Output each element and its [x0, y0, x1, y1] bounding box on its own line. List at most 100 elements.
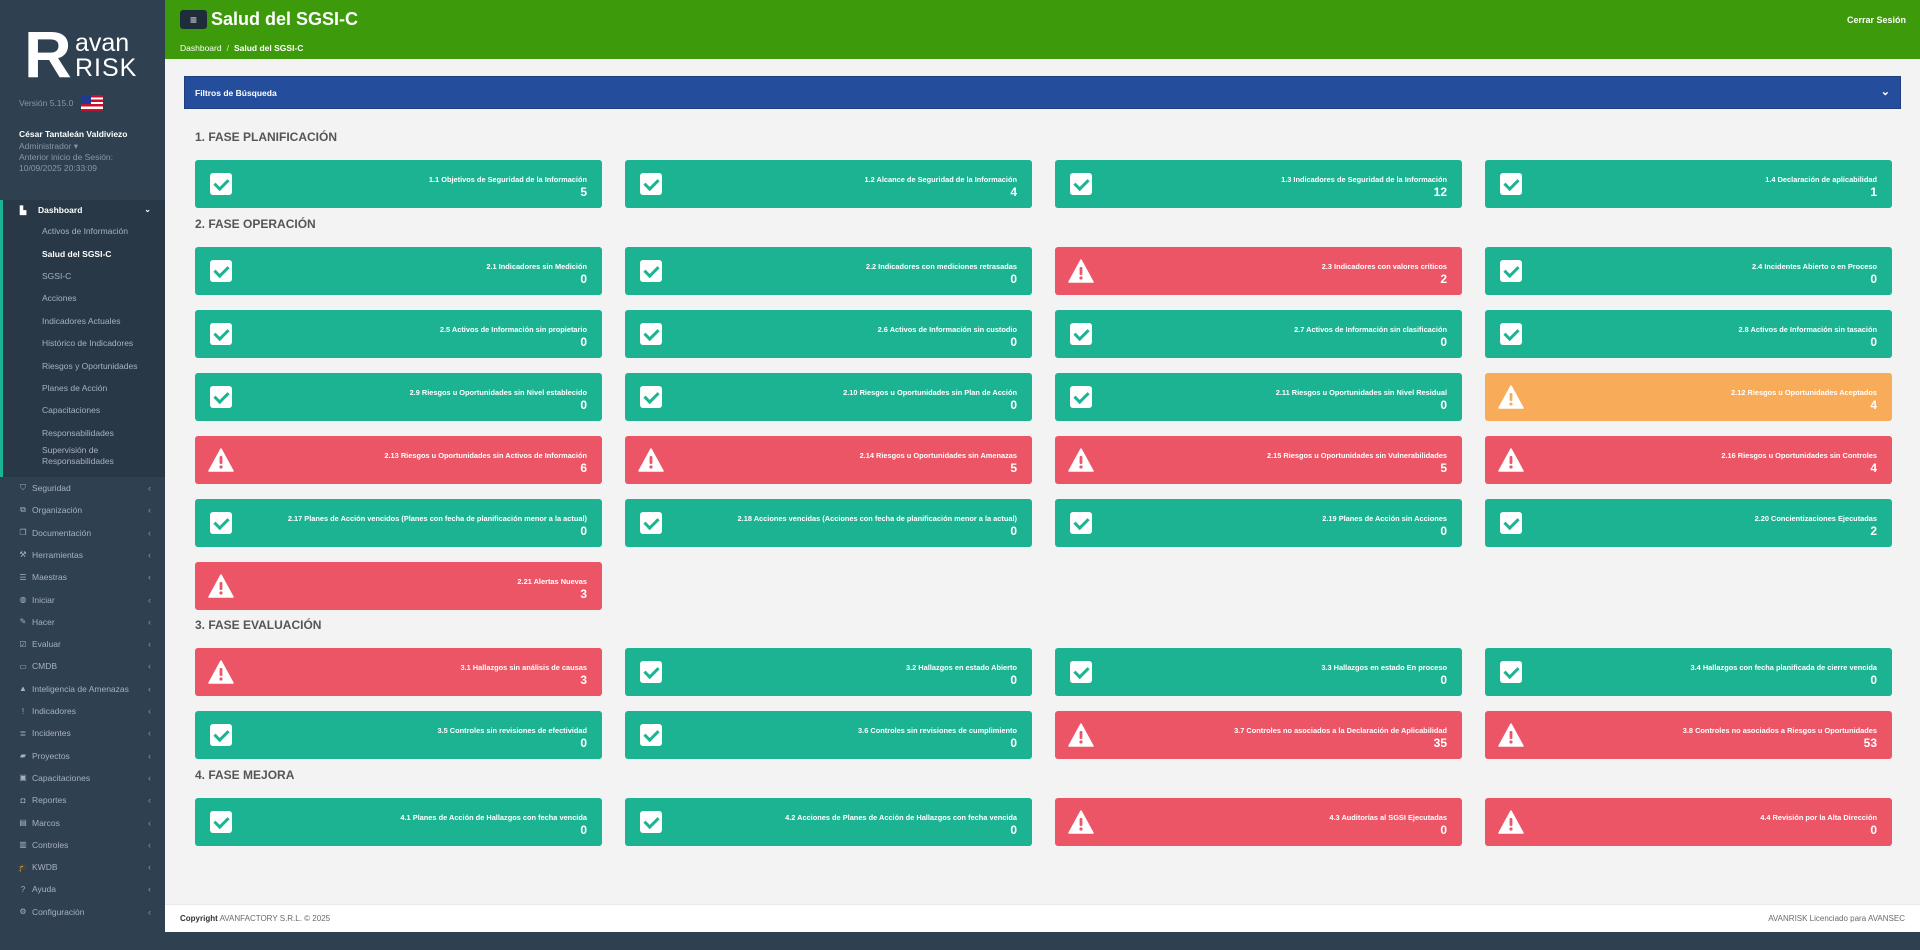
indicator-card[interactable]: 3.3 Hallazgos en estado En proceso 0	[1055, 648, 1462, 696]
indicator-card[interactable]: 2.6 Activos de Información sin custodio 0	[625, 310, 1032, 358]
indicator-card[interactable]: 2.5 Activos de Información sin propietar…	[195, 310, 602, 358]
sidebar-item-hacer[interactable]: ✎ Hacer ‹	[0, 611, 165, 633]
indicator-card[interactable]: 2.9 Riesgos u Oportunidades sin Nivel es…	[195, 373, 602, 421]
sidebar-subitem[interactable]: Supervisión de Responsabilidades	[42, 445, 114, 467]
indicator-label: 4.3 Auditorías al SGSI Ejecutadas	[1329, 813, 1447, 822]
indicator-card[interactable]: 3.1 Hallazgos sin análisis de causas 3	[195, 648, 602, 696]
sidebar-subitem[interactable]: Acciones	[42, 293, 77, 304]
sidebar-subitem[interactable]: Activos de Información	[42, 226, 128, 237]
indicator-label: 3.4 Hallazgos con fecha planificada de c…	[1690, 663, 1877, 672]
sidebar-item-inteligencia-de-amenazas[interactable]: ▲ Inteligencia de Amenazas ‹	[0, 678, 165, 700]
sidebar-item-documentación[interactable]: ❐ Documentación ‹	[0, 522, 165, 544]
warning-icon	[1498, 723, 1524, 747]
page-title: Salud del SGSI-C	[211, 9, 359, 29]
indicator-card[interactable]: 3.2 Hallazgos en estado Abierto 0	[625, 648, 1032, 696]
sidebar-subitem[interactable]: Indicadores Actuales	[42, 315, 121, 326]
sidebar-item-maestras[interactable]: ☰ Maestras ‹	[0, 566, 165, 588]
indicator-value: 0	[580, 823, 587, 837]
sidebar-subitem[interactable]: Histórico de Indicadores	[42, 338, 134, 349]
sidebar-item-seguridad[interactable]: ⛉ Seguridad ‹	[0, 477, 165, 499]
indicator-label: 4.1 Planes de Acción de Hallazgos con fe…	[400, 813, 587, 822]
indicator-card[interactable]: 2.7 Activos de Información sin clasifica…	[1055, 310, 1462, 358]
logout-link[interactable]: Cerrar Sesión	[1846, 15, 1906, 25]
sidebar-item-incidentes[interactable]: ≣ Incidentes ‹	[0, 722, 165, 744]
indicator-card[interactable]: 2.16 Riesgos u Oportunidades sin Control…	[1485, 436, 1892, 484]
indicator-card[interactable]: 1.3 Indicadores de Seguridad de la Infor…	[1055, 160, 1462, 208]
indicator-card[interactable]: 2.1 Indicadores sin Medición 0	[195, 247, 602, 295]
check-square-icon	[640, 260, 662, 282]
indicator-card[interactable]: 4.1 Planes de Acción de Hallazgos con fe…	[195, 798, 602, 846]
sidebar-item-capacitaciones[interactable]: ▣ Capacitaciones ‹	[0, 767, 165, 789]
breadcrumb-dashboard[interactable]: Dashboard	[180, 43, 222, 53]
indicator-card[interactable]: 4.3 Auditorías al SGSI Ejecutadas 0	[1055, 798, 1462, 846]
sidebar-item-marcos[interactable]: ▤ Marcos ‹	[0, 811, 165, 833]
sidebar-item-indicadores[interactable]: ! Indicadores ‹	[0, 700, 165, 722]
sidebar-item-evaluar[interactable]: ☑ Evaluar ‹	[0, 633, 165, 655]
list-icon: ☰	[19, 572, 27, 582]
sidebar-subitem[interactable]: Responsabilidades	[42, 427, 114, 438]
sidebar-item-iniciar[interactable]: ◍ Iniciar ‹	[0, 588, 165, 610]
indicator-card[interactable]: 4.2 Acciones de Planes de Acción de Hall…	[625, 798, 1032, 846]
user-name: César Tantaleán Valdiviezo	[19, 129, 128, 139]
search-filters-panel[interactable]: Filtros de Búsqueda ⌄	[184, 76, 1901, 109]
indicator-card[interactable]: 2.20 Concientizaciones Ejecutadas 2	[1485, 499, 1892, 547]
us-flag-icon[interactable]	[81, 95, 103, 111]
sidebar-item-organización[interactable]: ⧉ Organización ‹	[0, 499, 165, 521]
check-square-icon	[210, 323, 232, 345]
brand-logo[interactable]: R avan RISK	[0, 0, 165, 95]
sidebar-item-label: CMDB	[32, 661, 58, 672]
sidebar-item-dashboard[interactable]: ▙ Dashboard ⌄	[3, 200, 165, 220]
check-square-icon	[640, 661, 662, 683]
sidebar-item-label: Ayuda	[32, 884, 56, 895]
sidebar-item-ayuda[interactable]: ? Ayuda ‹	[0, 878, 165, 900]
question-icon: ?	[20, 884, 26, 894]
sidebar-item-herramientas[interactable]: ⚒ Herramientas ‹	[0, 544, 165, 566]
sidebar-subitem[interactable]: Capacitaciones	[42, 405, 101, 416]
indicator-card[interactable]: 2.3 Indicadores con valores críticos 2	[1055, 247, 1462, 295]
sidebar-item-reportes[interactable]: ◘ Reportes ‹	[0, 789, 165, 811]
indicator-card[interactable]: 1.4 Declaración de aplicabilidad 1	[1485, 160, 1892, 208]
top-bar: ≡ Salud del SGSI-C Cerrar Sesión Dashboa…	[165, 0, 1920, 59]
sidebar-item-kwdb[interactable]: 🎓 KWDB ‹	[0, 856, 165, 878]
indicator-card[interactable]: 2.12 Riesgos u Oportunidades Aceptados 4	[1485, 373, 1892, 421]
sidebar-subitem[interactable]: SGSI-C	[42, 270, 72, 281]
indicator-card[interactable]: 3.8 Controles no asociados a Riesgos u O…	[1485, 711, 1892, 759]
indicator-card[interactable]: 3.7 Controles no asociados a la Declarac…	[1055, 711, 1462, 759]
indicator-card[interactable]: 1.1 Objetivos de Seguridad de la Informa…	[195, 160, 602, 208]
sidebar-item-configuración[interactable]: ⚙ Configuración ‹	[0, 901, 165, 923]
indicator-label: 1.2 Alcance de Seguridad de la Informaci…	[864, 175, 1017, 184]
sidebar-item-label: Incidentes	[32, 728, 71, 739]
dashboard-submenu: Activos de Información Salud del SGSI-C SG…	[3, 220, 165, 477]
chevron-left-icon: ‹	[148, 683, 151, 694]
indicator-card[interactable]: 4.4 Revisión por la Alta Dirección 0	[1485, 798, 1892, 846]
indicator-value: 0	[1010, 673, 1017, 687]
check-square-icon	[1070, 323, 1092, 345]
indicator-card[interactable]: 2.14 Riesgos u Oportunidades sin Amenaza…	[625, 436, 1032, 484]
user-role-dropdown[interactable]: Administrador ▾	[19, 141, 79, 151]
sidebar-subitem[interactable]: Riesgos y Oportunidades	[42, 360, 138, 371]
sidebar-item-label: Maestras	[32, 572, 67, 583]
indicator-card[interactable]: 3.6 Controles sin revisiones de cumplimi…	[625, 711, 1032, 759]
indicator-card[interactable]: 2.11 Riesgos u Oportunidades sin Nivel R…	[1055, 373, 1462, 421]
indicator-card[interactable]: 2.21 Alertas Nuevas 3	[195, 562, 602, 610]
chevron-down-icon[interactable]: ⌄	[1880, 86, 1890, 98]
indicator-card[interactable]: 3.5 Controles sin revisiones de efectivi…	[195, 711, 602, 759]
hamburger-menu-button[interactable]: ≡	[180, 10, 207, 29]
indicator-label: 3.7 Controles no asociados a la Declarac…	[1234, 726, 1447, 735]
indicator-card[interactable]: 2.19 Planes de Acción sin Acciones 0	[1055, 499, 1462, 547]
indicator-card[interactable]: 2.17 Planes de Acción vencidos (Planes c…	[195, 499, 602, 547]
indicator-card[interactable]: 2.18 Acciones vencidas (Acciones con fec…	[625, 499, 1032, 547]
indicator-card[interactable]: 2.13 Riesgos u Oportunidades sin Activos…	[195, 436, 602, 484]
indicator-card[interactable]: 2.8 Activos de Información sin tasación 0	[1485, 310, 1892, 358]
indicator-card[interactable]: 2.15 Riesgos u Oportunidades sin Vulnera…	[1055, 436, 1462, 484]
sidebar-subitem[interactable]: Planes de Acción	[42, 382, 108, 393]
indicator-card[interactable]: 1.2 Alcance de Seguridad de la Informaci…	[625, 160, 1032, 208]
sidebar-item-controles[interactable]: ▥ Controles ‹	[0, 834, 165, 856]
indicator-card[interactable]: 2.10 Riesgos u Oportunidades sin Plan de…	[625, 373, 1032, 421]
sidebar-item-cmdb[interactable]: ▭ CMDB ‹	[0, 655, 165, 677]
sidebar-item-proyectos[interactable]: ▰ Proyectos ‹	[0, 744, 165, 766]
indicator-card[interactable]: 2.4 Incidentes Abierto o en Proceso 0	[1485, 247, 1892, 295]
indicator-card[interactable]: 3.4 Hallazgos con fecha planificada de c…	[1485, 648, 1892, 696]
indicator-card[interactable]: 2.2 Indicadores con mediciones retrasada…	[625, 247, 1032, 295]
sidebar-subitem[interactable]: Salud del SGSI-C	[42, 248, 112, 259]
